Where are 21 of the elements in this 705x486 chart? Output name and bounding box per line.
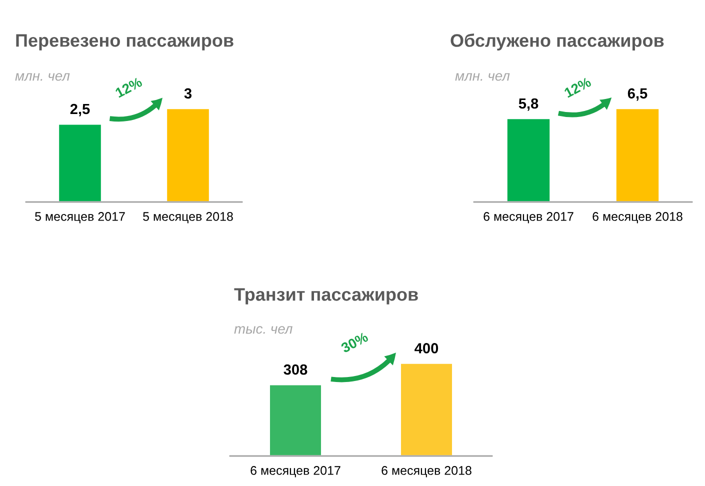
x-tick-label: 6 месяцев 2017: [484, 212, 574, 224]
text: 12%: [114, 76, 143, 98]
chart-title: Перевезено пассажиров: [16, 34, 234, 50]
data-label: 2,5: [70, 104, 90, 116]
x-tick-label: 6 месяцев 2018: [382, 466, 472, 478]
x-tick-label: 6 месяцев 2018: [592, 212, 682, 224]
data-label: 6,5: [628, 88, 648, 101]
x-tick-label: 5 месяцев 2018: [143, 212, 233, 224]
text: 30%: [340, 332, 369, 354]
chart-title: Транзит пассажиров: [234, 288, 418, 304]
data-label: 3: [184, 88, 192, 99]
text: 12%: [564, 76, 592, 98]
chart-subtitle: тыс. чел: [234, 326, 292, 334]
chart-subtitle: млн. чел: [455, 73, 510, 81]
chart-subtitle: млн. чел: [15, 73, 70, 81]
data-label: 5,8: [518, 98, 538, 111]
x-tick-label: 5 месяцев 2017: [35, 212, 125, 224]
data-label: 308: [284, 364, 308, 375]
x-tick-label: 6 месяцев 2017: [250, 466, 340, 478]
data-label: 400: [414, 343, 438, 354]
chart-title: Обслужено пассажиров: [450, 34, 664, 50]
